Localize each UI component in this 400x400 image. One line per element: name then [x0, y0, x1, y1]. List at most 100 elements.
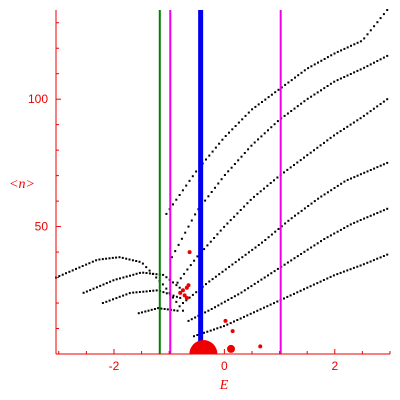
data-point	[204, 199, 207, 202]
data-point	[263, 187, 265, 190]
data-point	[322, 279, 325, 281]
data-point	[170, 256, 173, 259]
data-point	[369, 29, 372, 32]
data-point	[233, 215, 236, 218]
data-point	[118, 256, 121, 259]
data-point	[182, 309, 184, 312]
data-point	[343, 127, 345, 130]
data-point	[138, 260, 141, 263]
data-point	[162, 291, 165, 294]
data-point	[205, 283, 207, 286]
data-point	[369, 110, 372, 113]
data-point	[359, 264, 362, 267]
data-point	[256, 309, 259, 312]
data-point	[267, 129, 269, 132]
data-point	[296, 161, 299, 164]
data-point	[343, 47, 346, 50]
data-point	[346, 269, 349, 272]
data-point	[247, 148, 250, 151]
data-point	[243, 152, 246, 154]
data-point	[382, 13, 385, 16]
data-point	[149, 290, 151, 292]
data-point	[223, 174, 226, 176]
data-point	[349, 123, 352, 126]
data-point	[306, 286, 309, 289]
data-point	[386, 253, 389, 256]
data-point	[386, 9, 389, 11]
data-point	[297, 212, 300, 215]
data-point	[236, 212, 239, 215]
data-point	[353, 176, 356, 179]
data-point	[175, 284, 178, 287]
data-point	[326, 85, 329, 87]
data-point	[274, 91, 277, 94]
data-point	[187, 319, 190, 322]
data-point	[81, 265, 84, 267]
data-point	[148, 269, 151, 272]
data-point	[145, 290, 148, 293]
data-point	[138, 291, 141, 293]
data-point	[249, 198, 252, 201]
data-point	[88, 262, 91, 265]
data-point	[303, 156, 305, 159]
data-point	[249, 312, 252, 315]
data-point	[189, 264, 192, 267]
data-point	[276, 267, 279, 270]
data-point	[286, 168, 289, 171]
data-point	[332, 274, 335, 277]
data-point	[177, 243, 180, 246]
data-point	[105, 282, 108, 285]
data-point	[369, 63, 372, 66]
data-point	[125, 257, 128, 260]
data-point	[340, 49, 343, 52]
data-point	[112, 279, 115, 282]
data-point	[191, 293, 194, 296]
data-point	[58, 275, 61, 278]
data-point	[359, 40, 362, 43]
data-point	[382, 163, 385, 166]
data-point	[320, 59, 323, 62]
data-point	[111, 256, 114, 259]
data-point	[376, 212, 379, 214]
data-point	[186, 268, 189, 271]
data-point	[234, 125, 237, 127]
data-point	[379, 164, 382, 167]
data-point	[373, 213, 375, 216]
data-point	[290, 217, 293, 220]
data-point	[115, 278, 118, 281]
data-point	[366, 170, 369, 173]
data-point	[247, 111, 250, 114]
data-point	[193, 259, 196, 262]
data-point	[326, 56, 329, 59]
data-point	[369, 169, 372, 171]
data-point	[211, 278, 214, 281]
data-point	[323, 238, 326, 240]
data-point	[346, 225, 349, 228]
data-point	[319, 280, 322, 283]
data-point	[228, 265, 231, 268]
data-point	[128, 258, 131, 261]
data-point	[270, 233, 273, 236]
data-point	[306, 97, 309, 100]
data-point	[307, 67, 310, 70]
data-point	[319, 144, 322, 147]
data-point	[257, 244, 260, 246]
data-point	[237, 293, 240, 296]
data-point	[290, 79, 293, 82]
data-point	[250, 144, 253, 147]
data-point	[119, 277, 121, 280]
data-point	[359, 117, 362, 120]
data-point	[353, 43, 356, 46]
data-point	[115, 297, 118, 300]
data-point	[359, 219, 362, 221]
data-point	[219, 326, 222, 329]
data-point	[329, 234, 332, 237]
data-point	[369, 260, 372, 263]
data-point	[296, 291, 299, 294]
data-point	[277, 88, 280, 91]
data-point	[284, 222, 287, 225]
data-point	[135, 272, 138, 275]
data-point	[75, 267, 77, 270]
data-point	[165, 287, 168, 290]
